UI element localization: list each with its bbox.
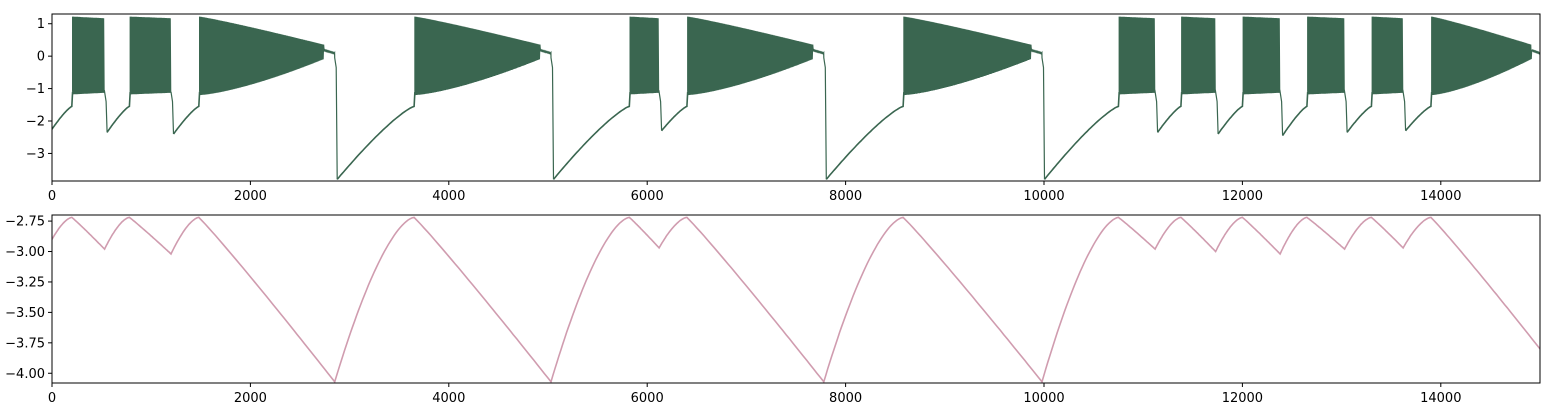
x-tick-label: 10000: [1023, 391, 1064, 406]
y-tick-label: 1: [37, 17, 45, 32]
x-tick-label: 4000: [432, 391, 465, 406]
x-tick-label: 8000: [829, 189, 862, 204]
top-series-ramp-segment: [1404, 91, 1433, 132]
top-series-burst: [129, 16, 175, 135]
top-series-ramp-segment: [336, 91, 416, 180]
top-series-ramp-segment: [1043, 91, 1120, 180]
x-tick-label: 12000: [1222, 391, 1263, 406]
top-series-burst: [1371, 16, 1407, 131]
plot-frame: [51, 214, 1541, 384]
x-tick-label: 4000: [432, 189, 465, 204]
y-tick-label: −4.00: [5, 367, 45, 382]
x-tick-label: 2000: [234, 189, 267, 204]
series-top-line: [52, 16, 1540, 180]
x-tick-label: 0: [48, 391, 56, 406]
x-tick-label: 6000: [631, 189, 664, 204]
top-series-burst: [72, 16, 108, 133]
top-series-ramp-segment: [660, 91, 689, 132]
series-bottom-line: [52, 216, 1540, 383]
top-series-ramp-segment: [1281, 91, 1309, 137]
top-series-ramp-segment: [106, 91, 131, 133]
top-series-ramp-segment: [552, 91, 631, 180]
top-series-burst: [1307, 16, 1348, 133]
plot-frame: [51, 13, 1541, 182]
top-series-burst: [1118, 16, 1159, 133]
y-tick-label: −3.00: [5, 245, 45, 260]
y-tick-label: 0: [37, 50, 45, 65]
top-series-burst: [1242, 16, 1284, 136]
top-series-ramp-segment: [52, 91, 74, 130]
x-tick-label: 0: [48, 189, 56, 204]
y-tick-label: −3.25: [5, 275, 45, 290]
top-series-ramp-segment: [1346, 91, 1373, 133]
x-tick-label: 10000: [1023, 189, 1064, 204]
top-series-burst: [1181, 16, 1219, 135]
x-tick-label: 8000: [829, 391, 862, 406]
top-series-burst: [199, 16, 338, 180]
top-chart-panel: 0 2000 4000 6000 8000 10000 12000 14000 1 0 −1 −2 −3: [26, 13, 1541, 204]
top-series-ramp-segment: [825, 91, 905, 180]
top-series-burst: [414, 16, 555, 180]
top-series-ramp-segment: [172, 91, 201, 135]
y-tick-label: −1: [26, 82, 45, 97]
top-series-burst: [903, 16, 1046, 180]
x-tick-label: 14000: [1420, 189, 1461, 204]
top-series-burst: [629, 16, 663, 131]
y-tick-label: −3.75: [5, 336, 45, 351]
x-tick-label: 2000: [234, 391, 267, 406]
y-tick-label: −3.50: [5, 306, 45, 321]
y-tick-label: −2.75: [5, 215, 45, 230]
x-tick-label: 14000: [1420, 391, 1461, 406]
y-tick-label: −3: [26, 147, 45, 162]
y-tick-label: −2: [26, 115, 45, 130]
top-series-burst: [1431, 16, 1540, 96]
x-tick-label: 12000: [1222, 189, 1263, 204]
top-series-ramp-segment: [1217, 91, 1244, 135]
top-series-burst: [687, 16, 827, 180]
top-series-ramp-segment: [1156, 91, 1183, 133]
bottom-chart-panel: 0 2000 4000 6000 8000 10000 12000 14000 −2.75 −3.…: [5, 214, 1541, 406]
x-tick-label: 6000: [631, 391, 664, 406]
